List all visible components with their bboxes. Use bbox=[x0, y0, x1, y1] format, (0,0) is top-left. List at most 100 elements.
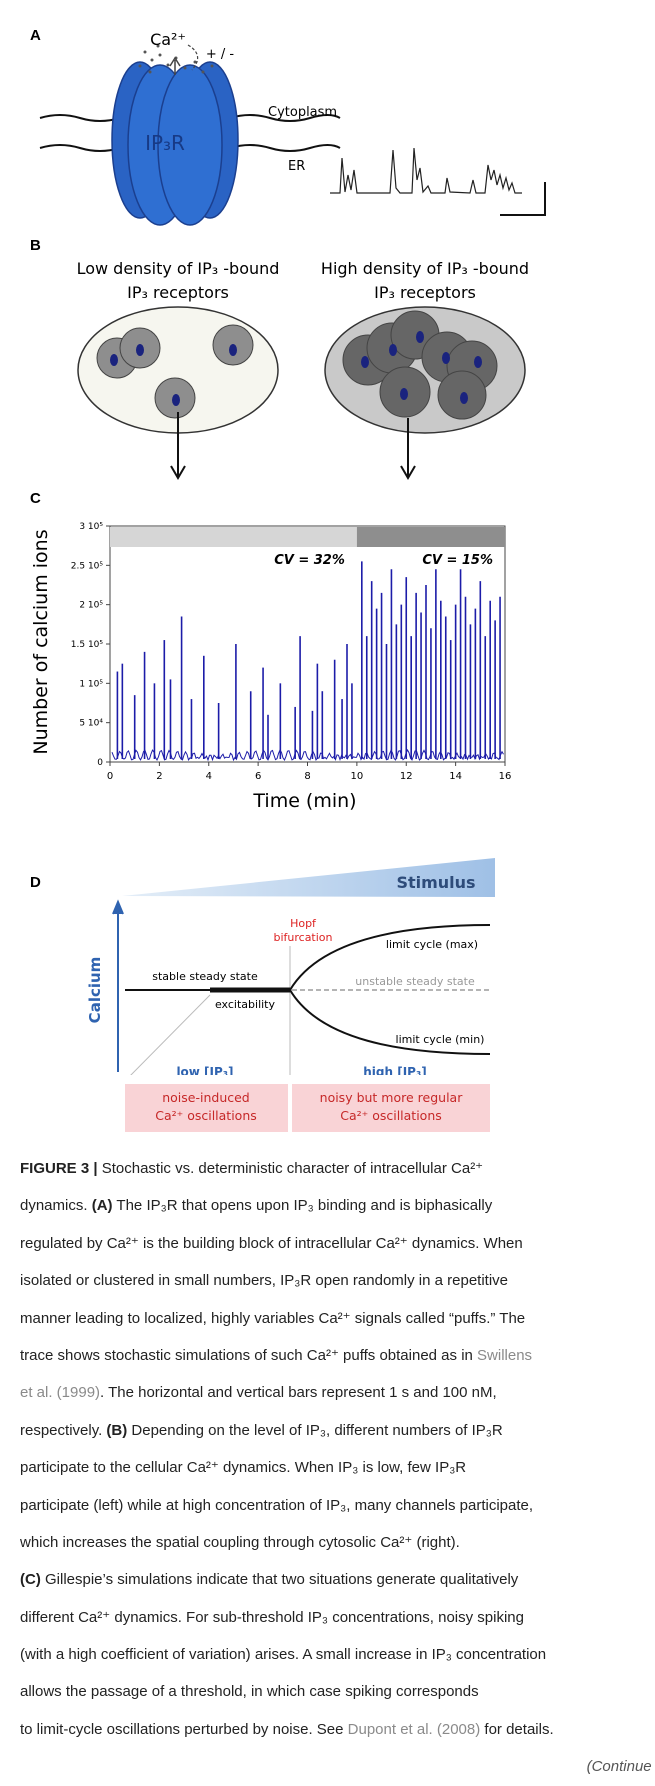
caption-line: participate to the cellular Ca²⁺ dynamic… bbox=[20, 1449, 652, 1486]
y-tick-label: 1 10⁵ bbox=[79, 679, 103, 689]
arrow bbox=[169, 56, 181, 75]
regime-box bbox=[292, 1084, 490, 1132]
regime-text: Ca²⁺ oscillations bbox=[340, 1108, 442, 1123]
caption-text: Depending on the level of IP₃, different… bbox=[127, 1421, 503, 1439]
caption-panel-ref: (A) bbox=[91, 1197, 113, 1215]
limit-cycle-max bbox=[289, 924, 491, 991]
caption-line: dynamics. (A) The IP₃R that opens upon I… bbox=[20, 1187, 652, 1224]
regime-boxes: noise-induced Ca²⁺ oscillations noisy bu… bbox=[125, 1084, 490, 1132]
caption-line: regulated by Ca²⁺ is the building block … bbox=[20, 1225, 652, 1262]
caption-text: The IP₃R that opens upon IP₃ binding and… bbox=[112, 1197, 493, 1215]
caption-text: for details. bbox=[480, 1720, 554, 1738]
caption-text: participate to the cellular Ca²⁺ dynamic… bbox=[20, 1459, 467, 1477]
y-tick-label: 5 10⁴ bbox=[79, 719, 103, 729]
high-label: high [IP₃] bbox=[363, 1065, 426, 1075]
page: { "panel_a": { "label": "A", "ion": "Ca²… bbox=[20, 27, 652, 1776]
caption-line: participate (left) while at high concent… bbox=[20, 1487, 652, 1524]
ion-dots bbox=[138, 44, 214, 74]
regime-text: noise-induced bbox=[162, 1090, 250, 1105]
caption-line: (with a high coefficient of variation) a… bbox=[20, 1636, 652, 1673]
citation-link[interactable]: Swillens bbox=[477, 1346, 533, 1364]
stimulus-label: Stimulus bbox=[396, 873, 475, 892]
feedback-arrow bbox=[187, 44, 199, 71]
caption-line: et al. (1999). The horizontal and vertic… bbox=[20, 1374, 652, 1411]
panel-label: D bbox=[30, 874, 41, 891]
calcium-axis bbox=[112, 899, 124, 1072]
figure: A IP₃R Ca²⁺ + / - Cytoplasm ER B Low den… bbox=[30, 27, 546, 1075]
caption-text: (with a high coefficient of variation) a… bbox=[20, 1646, 547, 1664]
left-title: IP₃ receptors bbox=[127, 283, 229, 302]
regime-text: noisy but more regular bbox=[320, 1090, 464, 1105]
excitability-label: excitability bbox=[215, 998, 276, 1011]
hopf-label: bifurcation bbox=[273, 931, 332, 944]
er-label: ER bbox=[288, 159, 305, 174]
min-label: limit cycle (min) bbox=[396, 1033, 485, 1046]
caption-text: participate (left) while at high concent… bbox=[20, 1496, 534, 1514]
caption-text: allows the passage of a threshold, in wh… bbox=[20, 1683, 479, 1701]
caption-text: regulated by Ca²⁺ is the building block … bbox=[20, 1234, 523, 1252]
caption-line: allows the passage of a threshold, in wh… bbox=[20, 1673, 652, 1710]
plot-frame bbox=[109, 525, 506, 763]
x-tick-label: 16 bbox=[499, 771, 512, 782]
y-tick-label: 1.5 10⁵ bbox=[71, 640, 104, 650]
caption-text: different Ca²⁺ dynamics. For sub-thresho… bbox=[20, 1608, 524, 1626]
caption-text: . The horizontal and vertical bars repre… bbox=[100, 1384, 497, 1402]
receptor-label: IP₃R bbox=[145, 131, 185, 155]
caption-line: respectively. (B) Depending on the level… bbox=[20, 1412, 652, 1449]
stable-label: stable steady state bbox=[152, 970, 258, 983]
stimulus-wedge bbox=[122, 858, 495, 897]
panel-label: B bbox=[30, 237, 41, 254]
y-tick-label: 3 10⁵ bbox=[79, 522, 103, 532]
caption-text: Gillespie’s simulations indicate that tw… bbox=[40, 1571, 519, 1589]
hopf-label: Hopf bbox=[290, 917, 317, 930]
puff-trace bbox=[330, 147, 522, 194]
y-tick-label: 0 bbox=[97, 758, 103, 768]
phase-band bbox=[356, 527, 505, 547]
caption-text: dynamics. bbox=[20, 1197, 92, 1215]
citation-link[interactable]: et al. (1999) bbox=[20, 1384, 101, 1402]
regulation-label: + / - bbox=[206, 47, 235, 62]
x-tick-label: 2 bbox=[156, 771, 162, 782]
ion-label: Ca²⁺ bbox=[150, 30, 186, 49]
phase-band bbox=[110, 527, 357, 547]
unstable-label: unstable steady state bbox=[355, 975, 475, 988]
left-title: Low density of IP₃ -bound bbox=[77, 259, 280, 278]
right-title: High density of IP₃ -bound bbox=[321, 259, 529, 278]
caption-line: trace shows stochastic simulations of su… bbox=[20, 1337, 652, 1374]
caption-text: isolated or clustered in small numbers, … bbox=[20, 1272, 509, 1290]
caption-line: different Ca²⁺ dynamics. For sub-thresho… bbox=[20, 1599, 652, 1636]
cv-label: CV = 32% bbox=[274, 553, 345, 568]
right-title: IP₃ receptors bbox=[374, 283, 476, 302]
x-tick-label: 14 bbox=[449, 771, 462, 782]
caption-line: to limit-cycle oscillations perturbed by… bbox=[20, 1711, 652, 1748]
caption-line: (Continued bbox=[20, 1748, 652, 1785]
regime-box bbox=[125, 1084, 288, 1132]
caption: FIGURE 3 | Stochastic vs. deterministic … bbox=[20, 1150, 652, 1786]
y-tick-label: 2.5 10⁵ bbox=[71, 561, 104, 571]
caption-text: manner leading to localized, highly vari… bbox=[20, 1309, 526, 1327]
x-axis-label: Time (min) bbox=[252, 790, 356, 812]
cv-label: CV = 15% bbox=[422, 553, 493, 568]
caption-line: which increases the spatial coupling thr… bbox=[20, 1524, 652, 1561]
caption-text: to limit-cycle oscillations perturbed by… bbox=[20, 1720, 348, 1738]
caption-text: Stochastic vs. deterministic character o… bbox=[97, 1160, 484, 1177]
caption-line: (C) Gillespie’s simulations indicate tha… bbox=[20, 1561, 652, 1598]
low-label: low [IP₃] bbox=[176, 1065, 233, 1075]
caption-panel-ref: (C) bbox=[20, 1571, 41, 1589]
x-tick-label: 8 bbox=[304, 771, 310, 782]
caption-text: which increases the spatial coupling thr… bbox=[20, 1533, 460, 1551]
arrows bbox=[170, 412, 416, 480]
scale-bar bbox=[500, 182, 546, 216]
x-tick-label: 6 bbox=[255, 771, 261, 782]
caption-panel-ref: (B) bbox=[106, 1421, 128, 1439]
x-tick-label: 0 bbox=[107, 771, 113, 782]
ip3-receptor bbox=[111, 61, 239, 226]
caption-text: trace shows stochastic simulations of su… bbox=[20, 1346, 478, 1364]
plot: CV = 32% CV = 15% 0 5 10⁴ 1 10⁵ 1.5 10⁵ 2 10⁵ 2… bbox=[71, 522, 512, 782]
citation-link[interactable]: Dupont et al. (2008) bbox=[347, 1720, 481, 1738]
regime-text: Ca²⁺ oscillations bbox=[155, 1108, 257, 1123]
basal-noise bbox=[111, 748, 504, 762]
figure-label: FIGURE 3 | bbox=[20, 1160, 98, 1177]
receptor-cores bbox=[110, 331, 482, 406]
diagonal bbox=[130, 994, 211, 1075]
